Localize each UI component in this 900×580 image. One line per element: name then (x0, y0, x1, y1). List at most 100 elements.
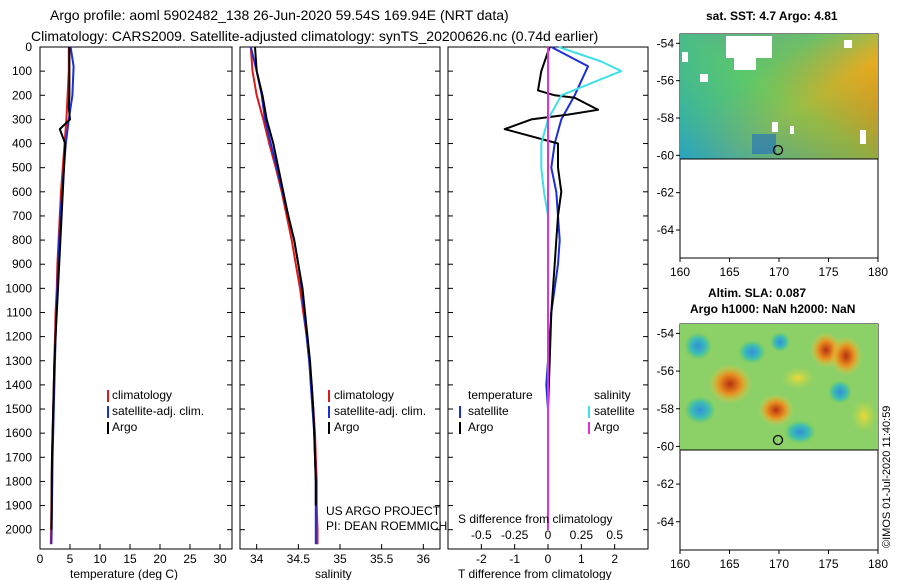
legend-label-satellite-adj: satellite-adj. clim. (334, 404, 426, 418)
x-tick-label: 20 (153, 552, 167, 566)
sla-high-eddy (780, 366, 816, 390)
x-tick-label: 35 (333, 552, 347, 566)
legend-label-climatology: climatology (334, 388, 394, 402)
figure-title-line2: Climatology: CARS2009. Satellite-adjuste… (31, 28, 598, 44)
map-y-tick-label: -56 (657, 364, 675, 378)
project-credit: US ARGO PROJECT (326, 504, 441, 518)
depth-tick-label: 100 (12, 64, 32, 78)
map-x-tick-label: 175 (818, 557, 838, 571)
t-difference-x-axis: -2 -1 0 1 2 (476, 544, 618, 566)
sst-cloud-gaps (682, 36, 866, 144)
legend-label-argo: Argo (112, 420, 138, 434)
cloud-gap (844, 40, 852, 48)
depth-tick-label: 1600 (5, 426, 32, 440)
legend-label-s-argo: Argo (594, 420, 620, 434)
depth-tick-label: 600 (12, 185, 32, 199)
legend-label-t-argo: Argo (468, 420, 494, 434)
depth-tick-label: 1800 (5, 474, 32, 488)
x-tick-label: 35.5 (370, 552, 394, 566)
difference-x-label: T difference from climatology (458, 567, 612, 580)
salinity-x-label: salinity (315, 567, 352, 580)
depth-tick-label: 700 (12, 209, 32, 223)
x-tick-label: 2 (611, 552, 618, 566)
map-x-tick-label: 165 (719, 265, 739, 279)
legend-swatch-satellite-adj (328, 406, 330, 418)
legend-label-satellite-adj: satellite-adj. clim. (112, 404, 204, 418)
map-y-tick-label: -62 (657, 186, 675, 200)
legend-swatch-t-argo (459, 422, 461, 434)
x-tick-label: 25 (183, 552, 197, 566)
legend-swatch-s-argo (588, 422, 590, 434)
map-y-tick-label: -62 (657, 477, 675, 491)
map-y-tick-label: -60 (657, 148, 675, 162)
map-y-tick-label: -54 (657, 326, 675, 340)
legend-label-s-satellite: satellite (594, 404, 635, 418)
map-x-tick-label: 180 (868, 265, 888, 279)
s-tick-label: 0.5 (606, 528, 623, 542)
s-difference-title: S difference from climatology (458, 512, 613, 526)
series-line-climatology (249, 46, 319, 545)
depth-tick-label: 1300 (5, 354, 32, 368)
series-line-argo (50, 47, 71, 530)
depth-tick-label: 1000 (5, 281, 32, 295)
sla-low-eddy (684, 332, 712, 360)
legend-label-argo: Argo (334, 420, 360, 434)
depth-tick-label: 900 (12, 257, 32, 271)
sst-map-axes: -54 -56 -58 -60 -62 -64 160 165 170 175 180 (657, 36, 889, 279)
temperature-legend: climatology satellite-adj. clim. Argo (107, 388, 204, 434)
series-line-t-argo (503, 46, 599, 530)
temperature-series (49, 46, 75, 545)
legend-swatch-argo (107, 422, 109, 434)
x-tick-label: 1 (578, 552, 585, 566)
salinity-x-axis: 34 34.5 35 35.5 36 (250, 544, 430, 566)
legend-label-t-satellite: satellite (468, 404, 509, 418)
s-tick-label: 0 (545, 528, 552, 542)
map-x-tick-label: 160 (670, 265, 690, 279)
cloud-gap (772, 122, 778, 132)
depth-tick-label: 0 (25, 40, 32, 54)
sla-high-eddy (758, 394, 794, 426)
depth-tick-label: 1700 (5, 450, 32, 464)
s-tick-label: -0.5 (471, 528, 492, 542)
map-y-tick-label: -58 (657, 111, 675, 125)
map-y-tick-label: -56 (657, 74, 675, 88)
depth-tick-label: 400 (12, 137, 32, 151)
depth-tick-label: 1200 (5, 330, 32, 344)
imos-timestamp: ©IMOS 01-Jul-2020 11:40:59 (881, 406, 893, 548)
map-x-tick-label: 180 (868, 557, 888, 571)
map-y-tick-label: -64 (657, 515, 675, 529)
map-x-tick-label: 165 (719, 557, 739, 571)
cloud-gap (790, 126, 794, 134)
depth-tick-label: 300 (12, 112, 32, 126)
depth-tick-label: 1500 (5, 402, 32, 416)
x-tick-label: 36 (417, 552, 431, 566)
salinity-panel-frame (239, 46, 441, 550)
sla-map: -54 -56 -58 -60 -62 -64 160 165 170 175 180 (657, 323, 888, 571)
x-tick-label: 0 (37, 552, 44, 566)
map-y-tick-label: -58 (657, 402, 675, 416)
sla-field-eddies (684, 332, 878, 444)
sla-low-eddy (770, 332, 790, 352)
series-line-satellite-adj-clim- (249, 46, 317, 545)
temperature-x-label: temperature (deg C) (70, 567, 178, 580)
x-tick-label: 10 (93, 552, 107, 566)
x-tick-label: 34.5 (287, 552, 311, 566)
temperature-x-axis: 0 5 10 15 20 25 30 (37, 544, 227, 566)
map-x-tick-label: 160 (670, 557, 690, 571)
map-y-tick-label: -64 (657, 223, 675, 237)
legend-swatch-s-satellite (588, 406, 590, 418)
x-tick-label: 5 (67, 552, 74, 566)
s-tick-label: 0.25 (570, 528, 594, 542)
sla-low-eddy (828, 380, 852, 404)
legend-title-temperature: temperature (468, 388, 533, 402)
series-line-climatology (49, 47, 70, 545)
depth-axis: 0 100 200 300 400 500 600 700 800 900 1000 1100 1200… (5, 40, 648, 537)
depth-tick-label: 1900 (5, 499, 32, 513)
depth-tick-label: 200 (12, 88, 32, 102)
depth-tick-label: 800 (12, 233, 32, 247)
figure-title-line1: Argo profile: aoml 5902482_138 26-Jun-20… (50, 7, 509, 23)
depth-tick-label: 1400 (5, 378, 32, 392)
sla-high-eddy (830, 336, 862, 376)
legend-swatch-climatology (328, 390, 330, 402)
